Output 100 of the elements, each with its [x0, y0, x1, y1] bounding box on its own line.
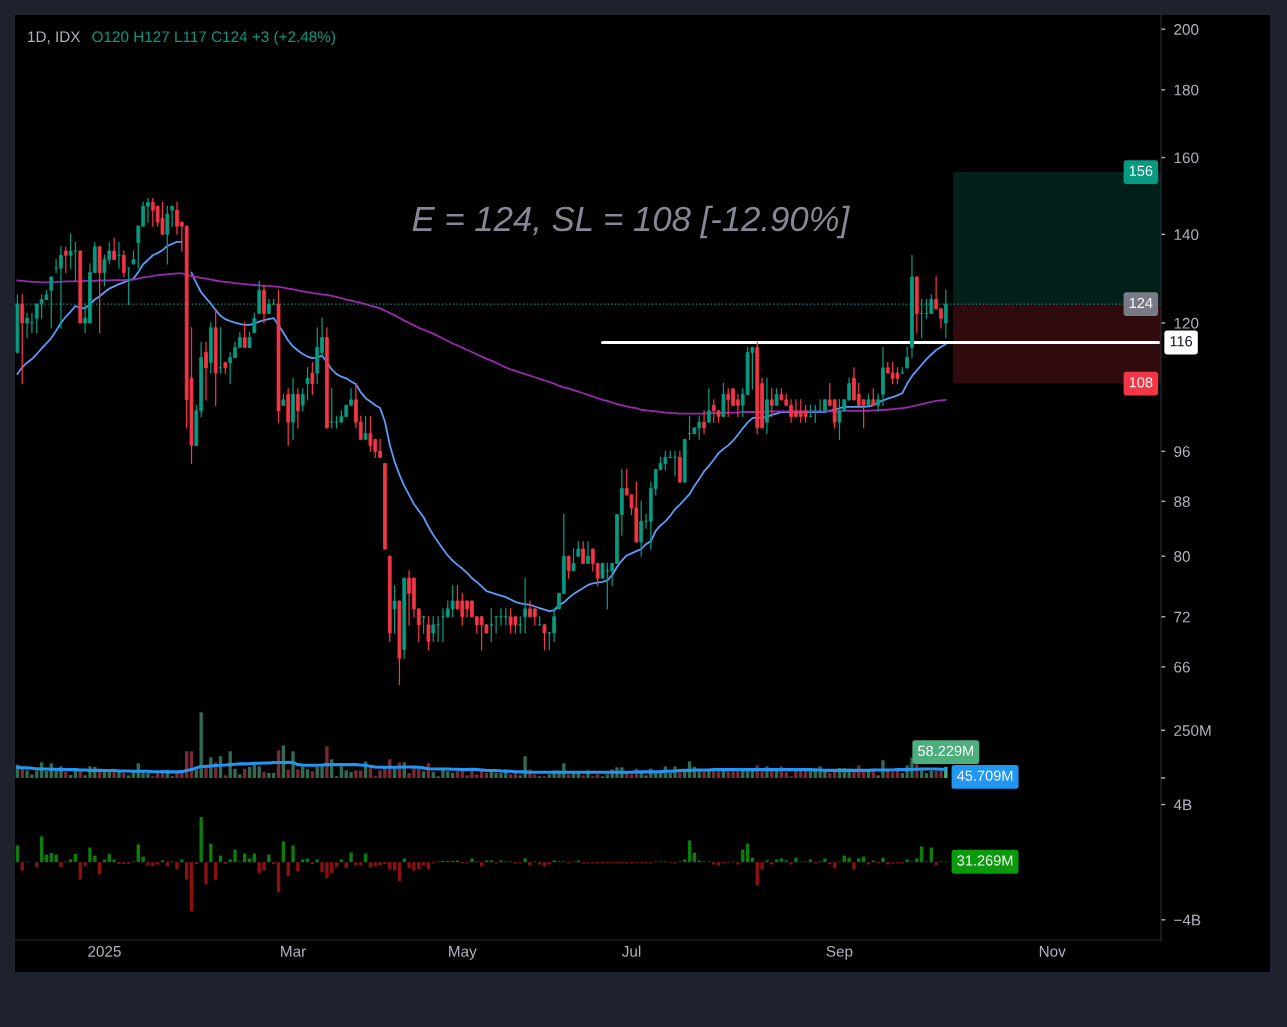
- bar: [102, 859, 107, 863]
- data-label: 45.709M: [957, 770, 1013, 781]
- x-tick-label: Sep: [826, 945, 853, 960]
- candlestick: [121, 250, 126, 278]
- candlestick: [310, 362, 315, 395]
- candlestick: [837, 399, 842, 441]
- candlestick: [581, 541, 586, 565]
- candlestick: [20, 294, 25, 385]
- bar: [180, 859, 184, 863]
- candlestick: [329, 388, 334, 429]
- bar: [59, 862, 63, 868]
- bar: [296, 862, 300, 872]
- bar: [779, 858, 784, 863]
- candlestick: [242, 322, 247, 349]
- bar: [523, 858, 527, 863]
- bar: [368, 862, 373, 868]
- bar: [54, 854, 58, 863]
- bar: [934, 862, 938, 866]
- bar: [68, 859, 73, 863]
- bar: [857, 858, 861, 863]
- bar: [175, 862, 179, 870]
- bar: [349, 852, 353, 863]
- bar: [470, 858, 474, 863]
- y-tick-label: 66: [1174, 661, 1190, 673]
- bar: [184, 862, 189, 880]
- bar: [847, 857, 851, 863]
- candlestick: [721, 382, 726, 418]
- candlestick: [726, 388, 731, 418]
- bar: [794, 857, 798, 863]
- bar: [745, 843, 750, 863]
- bar: [832, 862, 837, 869]
- annotation: 31.269M: [957, 855, 1013, 866]
- candlestick: [296, 388, 300, 429]
- y-tick-label: 96: [1174, 446, 1190, 458]
- bar: [808, 859, 813, 863]
- bar: [542, 862, 547, 867]
- candlestick: [769, 388, 774, 418]
- bar: [39, 836, 44, 863]
- bar: [852, 862, 856, 870]
- data-label: 58.229M: [918, 745, 973, 757]
- bar: [774, 859, 779, 863]
- bar: [117, 862, 121, 865]
- candlestick: [765, 377, 769, 435]
- y-tick-label: 80: [1174, 551, 1190, 562]
- bar: [339, 859, 344, 863]
- candlestick: [392, 585, 397, 634]
- candlestick: [702, 410, 706, 435]
- candlestick: [368, 415, 373, 452]
- candlestick: [639, 500, 644, 557]
- bar: [247, 858, 252, 863]
- y-tick-label: 88: [1174, 496, 1190, 508]
- data-label: 116: [1170, 336, 1193, 347]
- y-tick-label: 120: [1174, 317, 1199, 329]
- y-tick-label: 140: [1174, 229, 1199, 241]
- y-tick-label: 200: [1174, 24, 1199, 35]
- y-tick-label: −4B: [1174, 914, 1201, 926]
- candlestick: [542, 624, 547, 651]
- candlestick: [426, 616, 431, 651]
- candlestick: [68, 233, 73, 269]
- x-tick-label: 2025: [88, 945, 121, 957]
- bar: [281, 841, 286, 863]
- candlestick: [905, 346, 910, 369]
- bar: [315, 859, 319, 863]
- text: 1D, IDX: [28, 31, 81, 44]
- bar: [919, 846, 924, 863]
- candlestick: [305, 367, 310, 401]
- candlestick: [25, 312, 29, 339]
- candlestick: [102, 254, 107, 287]
- candlestick: [170, 205, 175, 227]
- bar: [402, 858, 406, 863]
- candlestick: [262, 285, 266, 324]
- candlestick: [876, 393, 880, 412]
- bar: [354, 862, 358, 866]
- y-tick-label: 4B: [1173, 799, 1192, 811]
- candlestick: [450, 585, 455, 618]
- candlestick: [165, 205, 170, 265]
- candlestick: [63, 246, 68, 274]
- bar: [199, 817, 203, 863]
- x-tick-label: Mar: [281, 946, 306, 957]
- bar: [305, 858, 310, 863]
- bar: [881, 857, 885, 863]
- candlestick: [586, 541, 590, 565]
- candlestick: [523, 577, 528, 634]
- band-label: 108: [1129, 377, 1153, 388]
- bar: [88, 847, 92, 863]
- band-label: 156: [1129, 165, 1153, 177]
- y-tick-label: 160: [1174, 152, 1199, 164]
- bar: [204, 862, 208, 885]
- candlestick: [552, 608, 557, 642]
- text: O120 H127 L117 C124 +3 (+2.48%): [92, 30, 335, 46]
- ref-line-label: 124: [1129, 297, 1153, 308]
- candlestick: [112, 237, 116, 261]
- x-tick-label: May: [449, 946, 477, 960]
- annotation: E = 124, SL = 108 [-12.90%]: [412, 205, 850, 239]
- x-tick-label: Nov: [1039, 946, 1066, 957]
- bar: [741, 849, 745, 863]
- candlestick: [566, 555, 571, 579]
- bar: [736, 862, 740, 865]
- y-tick-label: 72: [1174, 611, 1190, 623]
- candlestick: [832, 399, 837, 429]
